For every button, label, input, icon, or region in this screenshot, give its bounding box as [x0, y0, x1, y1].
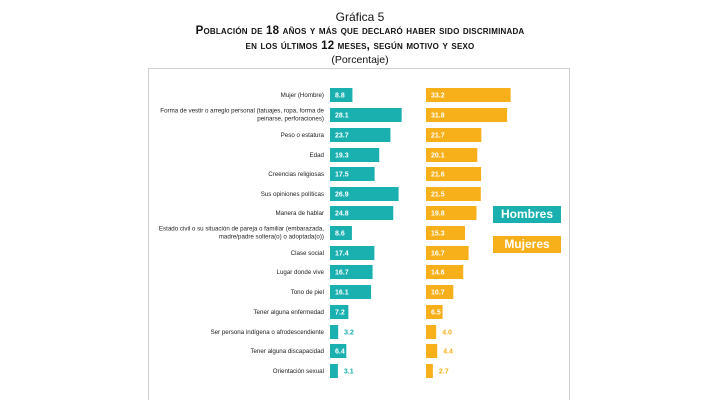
value-label-hombres-6: 24.8	[335, 211, 349, 218]
category-label-4: Creencias religiosas	[268, 171, 324, 178]
bar-hombres-13	[330, 344, 347, 358]
bar-mujeres-11	[426, 305, 443, 319]
category-label-0: Mujer (Hombre)	[281, 92, 324, 99]
category-label-13: Tener alguna discapacidad	[250, 348, 324, 355]
bar-mujeres-10	[426, 285, 454, 299]
bar-hombres-12	[330, 325, 339, 339]
bar-hombres-7	[330, 226, 352, 240]
chart-title-line-2: en los últimos 12 meses, según motivo y …	[245, 40, 475, 52]
category-label-12: Ser persona indígena o afrodescendiente	[210, 329, 324, 336]
bar-mujeres-13	[426, 344, 438, 358]
value-label-hombres-1: 28.1	[335, 113, 349, 120]
bar-mujeres-6	[426, 206, 477, 220]
category-label-6: Manera de hablar	[276, 210, 325, 217]
value-label-hombres-8: 17.4	[335, 251, 349, 258]
category-label-3: Edad	[310, 152, 325, 159]
bar-mujeres-4	[426, 167, 482, 181]
bar-mujeres-5	[426, 187, 481, 201]
bar-mujeres-0	[426, 88, 511, 102]
category-label-1: Forma de vestir o arreglo personal (tatu…	[160, 108, 324, 123]
bar-hombres-6	[330, 206, 394, 220]
value-label-hombres-4: 17.5	[335, 172, 349, 179]
value-label-mujeres-12: 4.0	[442, 330, 452, 337]
bar-mujeres-9	[426, 265, 464, 279]
bar-hombres-1	[330, 108, 402, 122]
bar-hombres-2	[330, 128, 391, 142]
value-label-hombres-14: 3.1	[344, 369, 354, 376]
bar-hombres-9	[330, 265, 373, 279]
bar-mujeres-7	[426, 226, 466, 240]
category-label-11: Tener alguna enfermedad	[253, 309, 324, 316]
value-label-hombres-9: 16.7	[335, 270, 349, 277]
bar-hombres-4	[330, 167, 375, 181]
category-label-5: Sus opiniones políticas	[261, 191, 324, 198]
bar-hombres-0	[330, 88, 353, 102]
bar-hombres-10	[330, 285, 372, 299]
value-label-hombres-11: 7.2	[335, 310, 345, 317]
chart-title-line-1: Población de 18 años y más que declaró h…	[195, 25, 525, 37]
value-label-mujeres-9: 14.6	[431, 270, 445, 277]
value-label-hombres-7: 8.6	[335, 231, 345, 238]
category-label-8: Clase social	[291, 250, 324, 257]
value-label-mujeres-10: 10.7	[431, 290, 445, 297]
value-label-mujeres-0: 33.2	[431, 93, 445, 100]
bar-mujeres-2	[426, 128, 482, 142]
value-label-hombres-10: 16.1	[335, 290, 349, 297]
chart-frame	[148, 68, 570, 400]
bar-hombres-8	[330, 246, 375, 260]
value-label-hombres-5: 26.9	[335, 192, 349, 199]
category-label-10: Tono de piel	[291, 289, 324, 296]
bar-mujeres-3	[426, 148, 478, 162]
value-label-mujeres-5: 21.5	[431, 192, 445, 199]
category-label-7: Estado civil o su situación de pareja o …	[159, 226, 324, 241]
bar-hombres-14	[330, 364, 338, 378]
value-label-mujeres-4: 21.6	[431, 172, 445, 179]
value-label-mujeres-1: 31.8	[431, 113, 445, 120]
bar-hombres-3	[330, 148, 380, 162]
value-label-mujeres-13: 4.4	[443, 349, 453, 356]
bar-hombres-5	[330, 187, 399, 201]
bar-hombres-11	[330, 305, 349, 319]
bar-mujeres-12	[426, 325, 437, 339]
value-label-hombres-3: 19.3	[335, 153, 349, 160]
bar-mujeres-8	[426, 246, 469, 260]
legend-mujeres: Mujeres	[493, 236, 561, 253]
bar-mujeres-14	[426, 364, 433, 378]
value-label-mujeres-14: 2.7	[439, 369, 449, 376]
value-label-hombres-12: 3.2	[344, 330, 354, 337]
chart-subtitle: (Porcentaje)	[331, 54, 389, 66]
value-label-mujeres-7: 15.3	[431, 231, 445, 238]
value-label-hombres-2: 23.7	[335, 133, 349, 140]
legend-hombres: Hombres	[493, 206, 561, 223]
category-label-2: Peso o estatura	[281, 132, 325, 139]
value-label-hombres-0: 8.8	[335, 93, 345, 100]
value-label-hombres-13: 6.4	[335, 349, 345, 356]
value-label-mujeres-3: 20.1	[431, 153, 445, 160]
value-label-mujeres-6: 19.8	[431, 211, 445, 218]
chart-number: Gráfica 5	[335, 10, 385, 24]
value-label-mujeres-11: 6.5	[431, 310, 441, 317]
bar-mujeres-1	[426, 108, 508, 122]
value-label-mujeres-2: 21.7	[431, 133, 445, 140]
category-label-14: Orientación sexual	[273, 368, 324, 375]
category-label-9: Lugar donde vive	[277, 269, 325, 276]
value-label-mujeres-8: 16.7	[431, 251, 445, 258]
